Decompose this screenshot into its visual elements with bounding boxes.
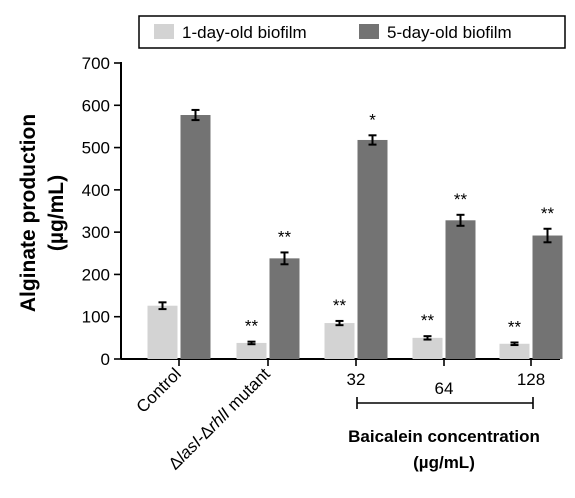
- concentration-bracket: Baicalein concentration (µg/mL): [348, 397, 540, 472]
- bar: [269, 258, 300, 359]
- plot-area: 0100200300400500600700***************Con…: [82, 54, 563, 473]
- y-tick-label: 400: [82, 181, 110, 200]
- bar: [445, 220, 476, 359]
- x-tick-label: 32: [347, 370, 366, 389]
- bar: [532, 235, 563, 359]
- significance-label: **: [508, 318, 522, 337]
- y-tick-label: 700: [82, 54, 110, 73]
- y-tick-label: 0: [101, 350, 110, 369]
- x-tick-label: Control: [133, 364, 185, 416]
- legend-swatch-1-day: [154, 24, 174, 39]
- bar: [180, 115, 211, 359]
- bar: [324, 323, 355, 359]
- x-tick-label: 128: [517, 370, 545, 389]
- significance-label: *: [369, 110, 376, 129]
- bracket-title-line1: Baicalein concentration: [348, 427, 540, 446]
- y-tick-label: 500: [82, 139, 110, 158]
- significance-label: **: [421, 311, 435, 330]
- legend-swatch-5-day: [359, 24, 379, 39]
- bar: [236, 342, 267, 359]
- x-tick-label: 64: [435, 379, 454, 398]
- significance-label: **: [245, 317, 259, 336]
- y-tick-label: 600: [82, 96, 110, 115]
- y-axis-title-line2: (µg/mL): [45, 175, 68, 251]
- significance-label: **: [278, 227, 292, 246]
- bar: [147, 305, 178, 359]
- x-tick-label-part: mutant: [220, 364, 274, 418]
- bar: [412, 337, 443, 359]
- legend-label-5-day: 5-day-old biofilm: [387, 23, 512, 42]
- y-tick-label: 100: [82, 308, 110, 327]
- y-tick-label: 200: [82, 265, 110, 284]
- bar: [499, 343, 530, 359]
- bar: [357, 139, 388, 359]
- significance-label: **: [541, 204, 555, 223]
- significance-label: **: [333, 296, 347, 315]
- legend-box: [138, 15, 566, 49]
- y-axis-title-line1: Alginate production: [17, 114, 40, 312]
- significance-label: **: [454, 190, 468, 209]
- legend: 1-day-old biofilm 5-day-old biofilm: [138, 15, 566, 49]
- y-tick-label: 300: [82, 223, 110, 242]
- legend-label-1-day: 1-day-old biofilm: [182, 23, 307, 42]
- bracket-title-line2: (µg/mL): [413, 453, 475, 472]
